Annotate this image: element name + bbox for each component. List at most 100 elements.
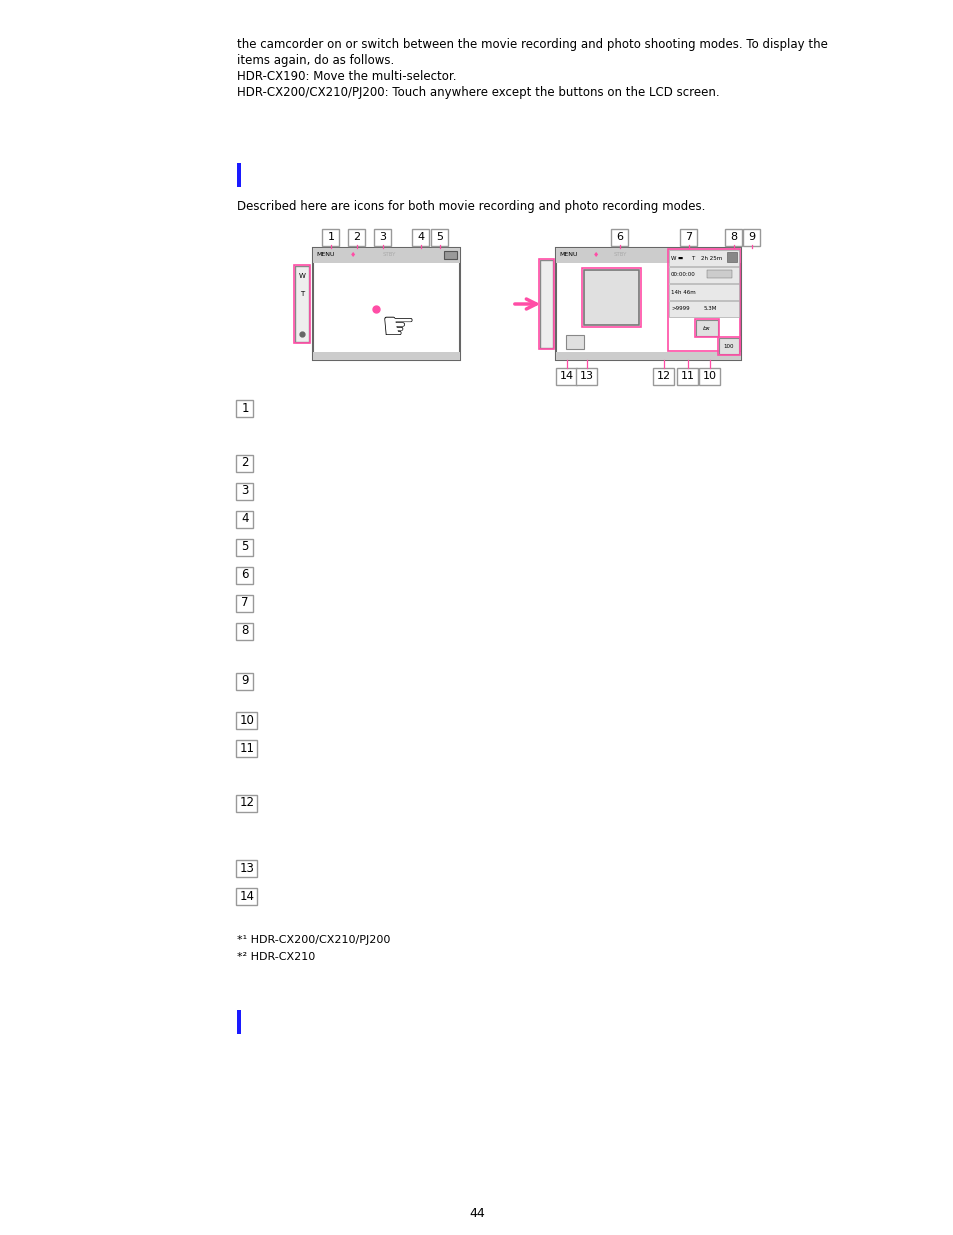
Bar xyxy=(696,320,718,336)
Text: MENU: MENU xyxy=(558,252,577,258)
Bar xyxy=(539,261,553,348)
Text: STBY: STBY xyxy=(614,252,627,258)
Text: the camcorder on or switch between the movie recording and photo shooting modes.: the camcorder on or switch between the m… xyxy=(236,38,827,51)
Text: 4: 4 xyxy=(417,232,424,242)
Text: 14: 14 xyxy=(239,889,254,903)
Text: 1: 1 xyxy=(327,232,335,242)
Text: 5: 5 xyxy=(241,541,249,553)
FancyBboxPatch shape xyxy=(653,368,674,384)
Text: 13: 13 xyxy=(239,862,254,874)
FancyBboxPatch shape xyxy=(348,228,365,246)
Bar xyxy=(668,284,739,300)
FancyBboxPatch shape xyxy=(236,399,253,416)
Bar xyxy=(236,163,241,186)
Bar xyxy=(706,270,731,278)
Text: Described here are icons for both movie recording and photo recording modes.: Described here are icons for both movie … xyxy=(236,200,704,212)
FancyBboxPatch shape xyxy=(576,368,597,384)
FancyBboxPatch shape xyxy=(724,228,741,246)
Text: 12: 12 xyxy=(657,370,670,382)
Text: 44: 44 xyxy=(469,1207,484,1220)
Bar xyxy=(719,338,739,354)
Text: *¹ HDR-CX200/CX210/PJ200: *¹ HDR-CX200/CX210/PJ200 xyxy=(236,935,390,945)
Text: 10: 10 xyxy=(239,714,254,726)
Text: 6: 6 xyxy=(616,232,623,242)
Bar xyxy=(565,335,583,350)
Text: 9: 9 xyxy=(241,674,249,688)
Text: 1: 1 xyxy=(241,401,249,415)
FancyBboxPatch shape xyxy=(236,594,253,611)
Text: ♦: ♦ xyxy=(350,252,355,258)
Bar xyxy=(236,1010,241,1034)
Text: HDR-CX190: Move the multi-selector.: HDR-CX190: Move the multi-selector. xyxy=(236,70,456,83)
FancyBboxPatch shape xyxy=(431,228,448,246)
Bar xyxy=(313,352,459,359)
Text: ♦: ♦ xyxy=(592,252,598,258)
Text: 4: 4 xyxy=(241,513,249,526)
Text: 2: 2 xyxy=(241,457,249,469)
Text: W: W xyxy=(670,256,676,261)
Text: 13: 13 xyxy=(579,370,594,382)
FancyBboxPatch shape xyxy=(236,454,253,472)
Text: bx: bx xyxy=(702,326,710,331)
FancyBboxPatch shape xyxy=(236,622,253,640)
Text: 8: 8 xyxy=(730,232,737,242)
Text: 00:00:00: 00:00:00 xyxy=(670,273,695,278)
Bar xyxy=(556,248,740,263)
Text: 100: 100 xyxy=(723,343,734,348)
Bar xyxy=(581,268,640,327)
Text: STBY: STBY xyxy=(382,252,395,258)
FancyBboxPatch shape xyxy=(412,228,429,246)
FancyBboxPatch shape xyxy=(236,510,253,527)
Text: 14: 14 xyxy=(559,370,574,382)
FancyBboxPatch shape xyxy=(236,567,253,583)
Text: T: T xyxy=(299,291,304,296)
FancyBboxPatch shape xyxy=(322,228,339,246)
Text: MENU: MENU xyxy=(315,252,335,258)
Bar xyxy=(718,337,740,354)
FancyBboxPatch shape xyxy=(556,368,577,384)
Bar xyxy=(668,301,739,317)
Text: 12: 12 xyxy=(239,797,254,809)
Text: HDR-CX200/CX210/PJ200: Touch anywhere except the buttons on the LCD screen.: HDR-CX200/CX210/PJ200: Touch anywhere ex… xyxy=(236,86,719,99)
Bar xyxy=(313,248,459,263)
Text: 7: 7 xyxy=(684,232,692,242)
FancyBboxPatch shape xyxy=(742,228,760,246)
FancyBboxPatch shape xyxy=(236,860,257,877)
Text: >9999: >9999 xyxy=(670,306,689,311)
Text: 5: 5 xyxy=(436,232,443,242)
Text: ▬: ▬ xyxy=(678,256,682,261)
Text: 7: 7 xyxy=(241,597,249,610)
Bar xyxy=(443,251,456,259)
Bar xyxy=(668,267,739,283)
Bar xyxy=(668,249,739,266)
Text: items again, do as follows.: items again, do as follows. xyxy=(236,54,394,67)
FancyBboxPatch shape xyxy=(236,673,253,689)
FancyBboxPatch shape xyxy=(236,538,253,556)
FancyBboxPatch shape xyxy=(236,794,257,811)
FancyBboxPatch shape xyxy=(611,228,628,246)
FancyBboxPatch shape xyxy=(677,368,698,384)
FancyBboxPatch shape xyxy=(679,228,697,246)
Bar xyxy=(556,248,740,359)
Text: 3: 3 xyxy=(379,232,386,242)
Text: T: T xyxy=(690,256,694,261)
Text: 9: 9 xyxy=(748,232,755,242)
FancyBboxPatch shape xyxy=(699,368,720,384)
Bar xyxy=(294,266,310,343)
Bar xyxy=(538,259,554,350)
Text: 11: 11 xyxy=(239,741,254,755)
Text: 3: 3 xyxy=(241,484,249,498)
FancyBboxPatch shape xyxy=(375,228,391,246)
Text: 8: 8 xyxy=(241,625,249,637)
Text: W: W xyxy=(298,273,305,279)
Text: ☞: ☞ xyxy=(380,309,415,347)
Bar xyxy=(313,248,459,359)
Bar xyxy=(583,270,639,325)
Text: 6: 6 xyxy=(241,568,249,582)
FancyBboxPatch shape xyxy=(236,888,257,904)
FancyBboxPatch shape xyxy=(236,483,253,499)
Bar xyxy=(667,249,740,351)
Bar xyxy=(294,266,309,342)
Text: 2h 25m: 2h 25m xyxy=(700,256,721,261)
Text: 5.3M: 5.3M xyxy=(703,306,717,311)
